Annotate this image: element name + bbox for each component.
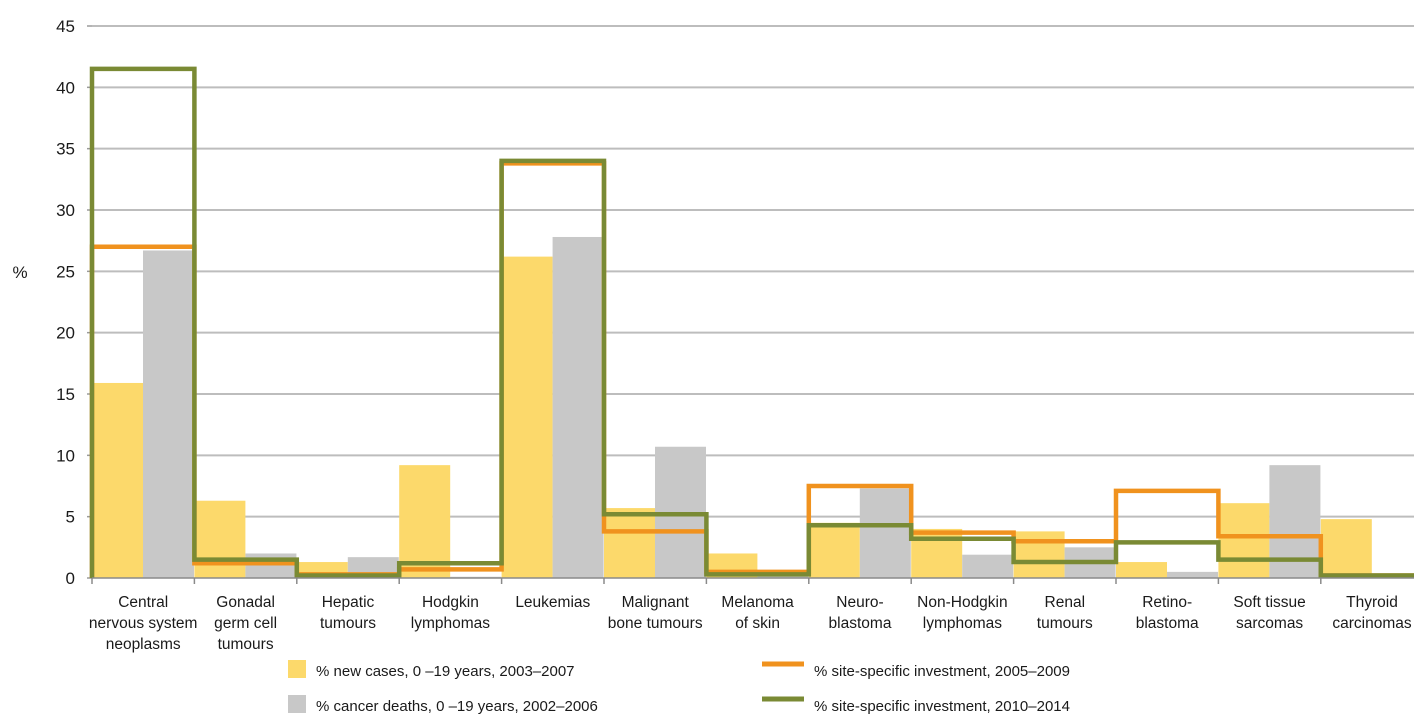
- y-axis-label: %: [12, 263, 27, 282]
- y-tick-label: 20: [56, 324, 75, 343]
- category-label-line: tumours: [1037, 615, 1093, 632]
- legend-label: % site-specific investment, 2010–2014: [814, 698, 1070, 715]
- new-cases-bar: [399, 465, 451, 578]
- legend-swatch: [288, 695, 306, 713]
- y-tick-label: 30: [56, 201, 75, 220]
- y-tick-label: 5: [66, 508, 75, 527]
- cancer-deaths-bar: [962, 554, 1014, 578]
- legend-label: % site-specific investment, 2005–2009: [814, 663, 1070, 680]
- cancer-deaths-bar: [245, 553, 297, 578]
- investment-step-lines: [89, 66, 1414, 578]
- category-label-line: tumours: [320, 615, 376, 632]
- category-label-line: lymphomas: [923, 615, 1002, 632]
- category-label: Neuro-blastoma: [829, 594, 892, 632]
- y-tick-label: 10: [56, 446, 75, 465]
- category-label: Malignant bone tumours: [608, 594, 703, 632]
- category-label: Central nervous system neoplasms: [89, 594, 198, 653]
- new-cases-bar: [1013, 531, 1065, 578]
- bars: [92, 236, 1414, 579]
- category-label-line: Malignant: [622, 594, 690, 611]
- y-tick-label: 0: [66, 569, 75, 588]
- category-label-line: blastoma: [829, 615, 892, 632]
- category-label: Retino-blastoma: [1136, 594, 1199, 632]
- category-label: Gonadal germ cell tumours: [214, 594, 277, 653]
- new-cases-bar: [92, 382, 143, 578]
- category-label: Renal tumours: [1037, 594, 1093, 632]
- category-label-line: Renal: [1045, 594, 1086, 611]
- category-label-line: tumours: [218, 636, 274, 653]
- new-cases-bar: [604, 508, 655, 578]
- new-cases-bar: [1116, 562, 1167, 578]
- category-label: Soft tissue sarcomas: [1233, 594, 1305, 632]
- cancer-deaths-bar: [143, 250, 194, 579]
- new-cases-bar: [501, 256, 553, 578]
- investment-2010-2014-line: [89, 66, 1414, 578]
- y-tick-label: 25: [56, 262, 75, 281]
- legend-label: % new cases, 0 –19 years, 2003–2007: [316, 663, 575, 680]
- legend-label: % cancer deaths, 0 –19 years, 2002–2006: [316, 698, 598, 715]
- category-label-line: Retino-: [1142, 594, 1192, 611]
- y-tick-label: 40: [56, 78, 75, 97]
- category-label: Hodgkin lymphomas: [411, 594, 490, 632]
- y-tick-label: 35: [56, 140, 75, 159]
- new-cases-bar: [1218, 503, 1270, 578]
- gridlines: [92, 25, 1414, 518]
- cancer-deaths-bar: [1167, 571, 1218, 578]
- category-label-line: Neuro-: [836, 594, 883, 611]
- category-label: Hepatic tumours: [320, 594, 376, 632]
- new-cases-bar: [911, 528, 963, 578]
- category-label-line: Central: [118, 594, 168, 611]
- y-tick-label: 15: [56, 385, 75, 404]
- category-label-line: germ cell: [214, 615, 277, 632]
- category-label: Leukemias: [515, 594, 590, 611]
- category-label: Melanoma of skin: [721, 594, 794, 632]
- category-label-line: Non-Hodgkin: [917, 594, 1007, 611]
- cancer-deaths-bar: [552, 236, 604, 578]
- legend-swatch: [288, 660, 306, 678]
- category-label-line: Soft tissue: [1233, 594, 1305, 611]
- new-cases-bar: [808, 522, 860, 578]
- new-cases-bar: [1320, 519, 1372, 578]
- category-label-line: blastoma: [1136, 615, 1199, 632]
- category-label: Non-Hodgkin lymphomas: [917, 594, 1007, 632]
- category-label-line: Hepatic: [322, 594, 375, 611]
- x-axis-category-labels: Central nervous system neoplasms Gonadal ger…: [89, 578, 1412, 653]
- category-label-line: of skin: [735, 615, 780, 632]
- new-cases-bar: [194, 500, 246, 578]
- category-label-line: sarcomas: [1236, 615, 1303, 632]
- category-label-line: Gonadal: [216, 594, 275, 611]
- category-label-line: neoplasms: [106, 636, 181, 653]
- category-label-line: carcinomas: [1332, 615, 1411, 632]
- category-label-line: Thyroid: [1346, 594, 1398, 611]
- category-label-line: lymphomas: [411, 615, 490, 632]
- category-label-line: Leukemias: [515, 594, 590, 611]
- category-label-line: nervous system: [89, 615, 198, 632]
- category-label-line: Melanoma: [721, 594, 794, 611]
- category-label-line: Hodgkin: [422, 594, 479, 611]
- category-label: Thyroid carcinomas: [1332, 594, 1411, 632]
- cancer-deaths-bar: [859, 488, 911, 578]
- category-label-line: bone tumours: [608, 615, 703, 632]
- y-tick-label: 45: [56, 17, 75, 36]
- legend: % new cases, 0 –19 years, 2003–2007 % can…: [288, 660, 1070, 715]
- y-axis-ticks: 0 5 10 15 20 25 30 35 40 45: [56, 17, 92, 588]
